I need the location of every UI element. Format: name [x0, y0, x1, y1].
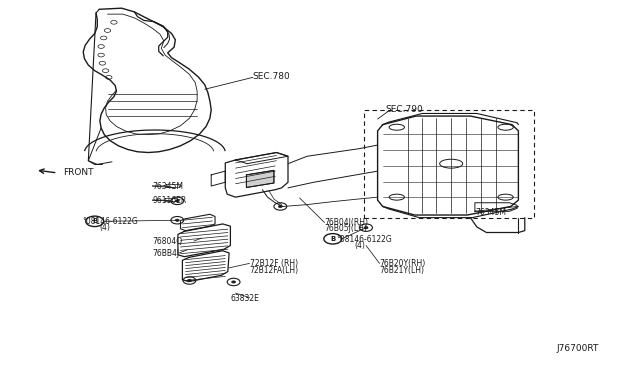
Circle shape [175, 219, 179, 221]
Text: 72B12F (RH): 72B12F (RH) [250, 259, 298, 268]
Text: 76B21Y(LH): 76B21Y(LH) [380, 266, 424, 275]
Text: 76BB4J: 76BB4J [152, 249, 179, 258]
Text: °08146-6122G: °08146-6122G [337, 235, 392, 244]
Text: 76804Q: 76804Q [152, 237, 182, 246]
Text: B: B [92, 218, 97, 224]
Text: 76B04J(RH): 76B04J(RH) [324, 218, 369, 227]
Polygon shape [246, 170, 274, 187]
Circle shape [175, 200, 179, 202]
Text: SEC.780: SEC.780 [253, 72, 291, 81]
Text: (4): (4) [354, 241, 365, 250]
Text: SEC.790: SEC.790 [385, 105, 423, 114]
Text: 76B20Y(RH): 76B20Y(RH) [380, 259, 426, 268]
Text: 96116ER: 96116ER [152, 196, 187, 205]
Text: °08146-6122G: °08146-6122G [82, 217, 138, 226]
Text: (4): (4) [99, 223, 110, 232]
Text: 76B05J(LH): 76B05J(LH) [324, 224, 367, 233]
Text: 76345M: 76345M [475, 208, 506, 217]
Circle shape [278, 205, 282, 208]
Text: 76345M: 76345M [152, 182, 183, 190]
Text: B: B [330, 236, 335, 242]
Text: FRONT: FRONT [63, 169, 93, 177]
Text: 72B12FA(LH): 72B12FA(LH) [250, 266, 299, 275]
Circle shape [188, 279, 191, 282]
Text: J76700RT: J76700RT [557, 344, 599, 353]
Text: 63832E: 63832E [230, 294, 259, 303]
Circle shape [232, 281, 236, 283]
Circle shape [364, 227, 368, 229]
